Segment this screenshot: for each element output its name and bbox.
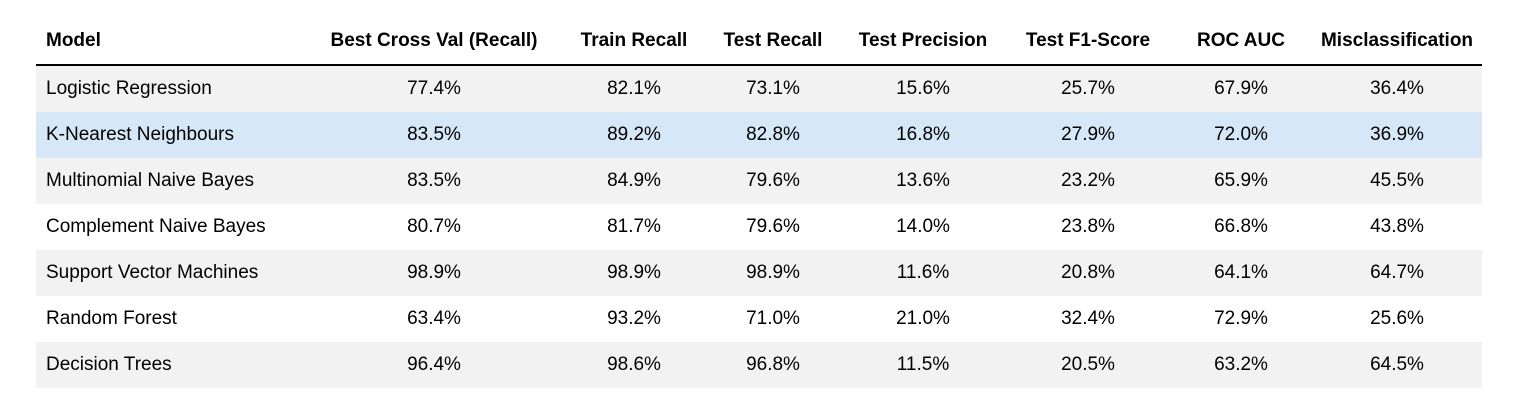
header-train-recall: Train Recall bbox=[562, 18, 706, 66]
header-test-precision: Test Precision bbox=[840, 18, 1006, 66]
test-precision-cell: 15.6% bbox=[840, 65, 1006, 112]
train-recall-cell: 93.2% bbox=[562, 296, 706, 342]
roc-auc-cell: 72.0% bbox=[1170, 112, 1312, 158]
misclassification-cell: 36.4% bbox=[1312, 65, 1482, 112]
train-recall-cell: 98.6% bbox=[562, 342, 706, 388]
table-row: Logistic Regression 77.4% 82.1% 73.1% 15… bbox=[36, 65, 1482, 112]
train-recall-cell: 81.7% bbox=[562, 204, 706, 250]
test-recall-cell: 82.8% bbox=[706, 112, 840, 158]
roc-auc-cell: 72.9% bbox=[1170, 296, 1312, 342]
best-cross-val-recall-cell: 83.5% bbox=[306, 112, 562, 158]
table-header: Model Best Cross Val (Recall) Train Reca… bbox=[36, 18, 1482, 66]
test-f1-score-cell: 23.8% bbox=[1006, 204, 1170, 250]
best-cross-val-recall-cell: 63.4% bbox=[306, 296, 562, 342]
test-recall-cell: 73.1% bbox=[706, 65, 840, 112]
misclassification-cell: 64.5% bbox=[1312, 342, 1482, 388]
roc-auc-cell: 63.2% bbox=[1170, 342, 1312, 388]
best-cross-val-recall-cell: 96.4% bbox=[306, 342, 562, 388]
best-cross-val-recall-cell: 77.4% bbox=[306, 65, 562, 112]
test-f1-score-cell: 25.7% bbox=[1006, 65, 1170, 112]
test-precision-cell: 11.6% bbox=[840, 250, 1006, 296]
misclassification-cell: 43.8% bbox=[1312, 204, 1482, 250]
test-recall-cell: 98.9% bbox=[706, 250, 840, 296]
table-row: Random Forest 63.4% 93.2% 71.0% 21.0% 32… bbox=[36, 296, 1482, 342]
test-precision-cell: 11.5% bbox=[840, 342, 1006, 388]
train-recall-cell: 82.1% bbox=[562, 65, 706, 112]
model-name-cell: Random Forest bbox=[36, 296, 306, 342]
misclassification-cell: 36.9% bbox=[1312, 112, 1482, 158]
test-precision-cell: 21.0% bbox=[840, 296, 1006, 342]
roc-auc-cell: 64.1% bbox=[1170, 250, 1312, 296]
misclassification-cell: 64.7% bbox=[1312, 250, 1482, 296]
header-model: Model bbox=[36, 18, 306, 66]
header-roc-auc: ROC AUC bbox=[1170, 18, 1312, 66]
header-test-recall: Test Recall bbox=[706, 18, 840, 66]
table-row-highlighted: K-Nearest Neighbours 83.5% 89.2% 82.8% 1… bbox=[36, 112, 1482, 158]
header-misclassification: Misclassification bbox=[1312, 18, 1482, 66]
header-test-f1-score: Test F1-Score bbox=[1006, 18, 1170, 66]
table-row: Decision Trees 96.4% 98.6% 96.8% 11.5% 2… bbox=[36, 342, 1482, 388]
test-recall-cell: 71.0% bbox=[706, 296, 840, 342]
test-precision-cell: 13.6% bbox=[840, 158, 1006, 204]
model-comparison-table-container: Model Best Cross Val (Recall) Train Reca… bbox=[36, 18, 1482, 388]
header-row: Model Best Cross Val (Recall) Train Reca… bbox=[36, 18, 1482, 66]
test-f1-score-cell: 32.4% bbox=[1006, 296, 1170, 342]
table-body: Logistic Regression 77.4% 82.1% 73.1% 15… bbox=[36, 65, 1482, 388]
model-name-cell: Decision Trees bbox=[36, 342, 306, 388]
model-comparison-table: Model Best Cross Val (Recall) Train Reca… bbox=[36, 18, 1482, 388]
misclassification-cell: 45.5% bbox=[1312, 158, 1482, 204]
misclassification-cell: 25.6% bbox=[1312, 296, 1482, 342]
model-name-cell: Multinomial Naive Bayes bbox=[36, 158, 306, 204]
table-row: Support Vector Machines 98.9% 98.9% 98.9… bbox=[36, 250, 1482, 296]
best-cross-val-recall-cell: 83.5% bbox=[306, 158, 562, 204]
model-name-cell: Complement Naive Bayes bbox=[36, 204, 306, 250]
train-recall-cell: 98.9% bbox=[562, 250, 706, 296]
roc-auc-cell: 67.9% bbox=[1170, 65, 1312, 112]
test-f1-score-cell: 27.9% bbox=[1006, 112, 1170, 158]
header-best-cross-val-recall: Best Cross Val (Recall) bbox=[306, 18, 562, 66]
train-recall-cell: 84.9% bbox=[562, 158, 706, 204]
table-row: Complement Naive Bayes 80.7% 81.7% 79.6%… bbox=[36, 204, 1482, 250]
model-name-cell: Logistic Regression bbox=[36, 65, 306, 112]
test-f1-score-cell: 20.8% bbox=[1006, 250, 1170, 296]
test-f1-score-cell: 23.2% bbox=[1006, 158, 1170, 204]
test-recall-cell: 79.6% bbox=[706, 204, 840, 250]
best-cross-val-recall-cell: 98.9% bbox=[306, 250, 562, 296]
model-name-cell: K-Nearest Neighbours bbox=[36, 112, 306, 158]
table-row: Multinomial Naive Bayes 83.5% 84.9% 79.6… bbox=[36, 158, 1482, 204]
test-precision-cell: 16.8% bbox=[840, 112, 1006, 158]
test-f1-score-cell: 20.5% bbox=[1006, 342, 1170, 388]
test-recall-cell: 96.8% bbox=[706, 342, 840, 388]
model-name-cell: Support Vector Machines bbox=[36, 250, 306, 296]
best-cross-val-recall-cell: 80.7% bbox=[306, 204, 562, 250]
test-precision-cell: 14.0% bbox=[840, 204, 1006, 250]
train-recall-cell: 89.2% bbox=[562, 112, 706, 158]
test-recall-cell: 79.6% bbox=[706, 158, 840, 204]
roc-auc-cell: 66.8% bbox=[1170, 204, 1312, 250]
roc-auc-cell: 65.9% bbox=[1170, 158, 1312, 204]
